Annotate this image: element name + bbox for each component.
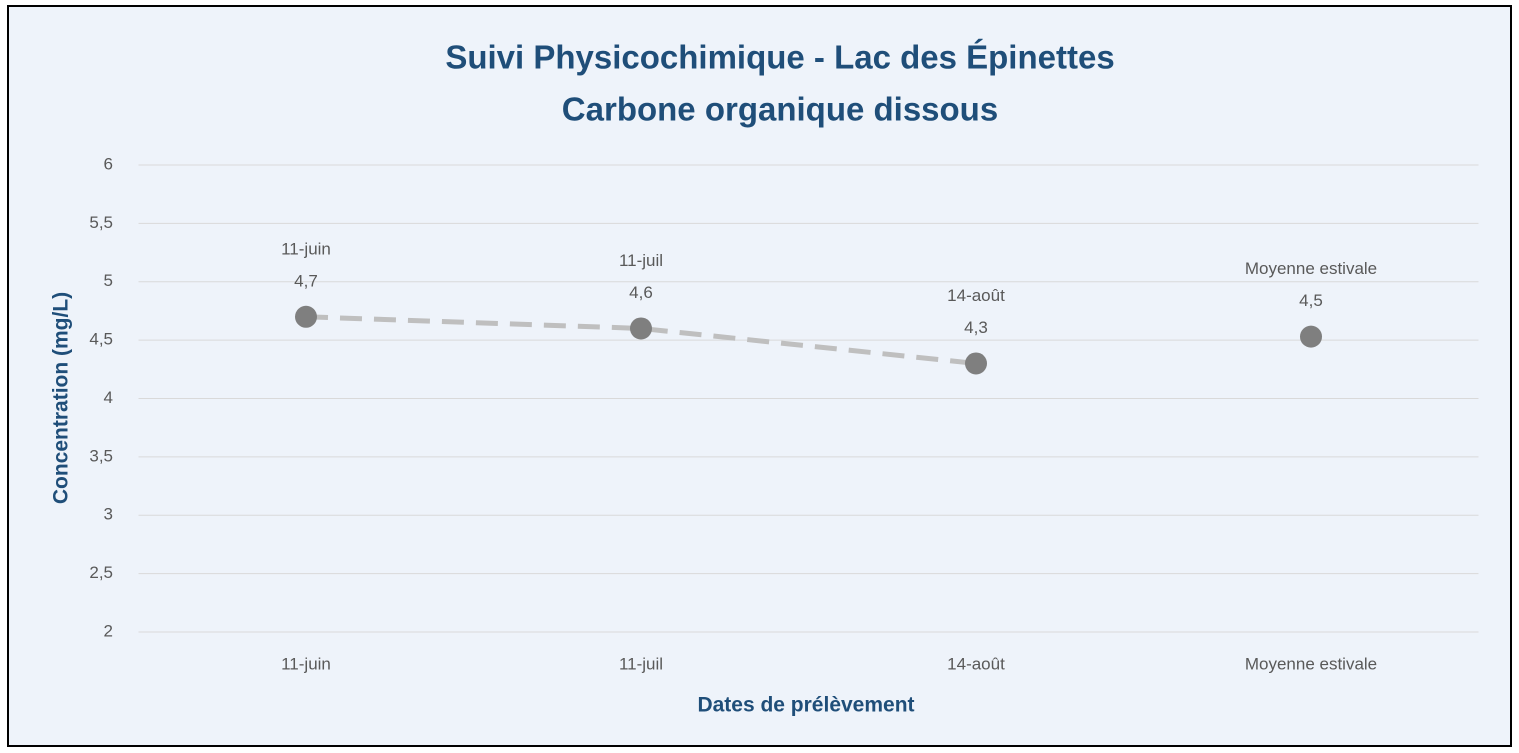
data-point bbox=[1300, 325, 1322, 348]
y-tick-label: 4 bbox=[104, 388, 113, 407]
y-tick-label: 5,5 bbox=[89, 213, 113, 232]
x-tick-label: 11-juin bbox=[281, 654, 331, 673]
y-tick-label: 5 bbox=[104, 271, 113, 290]
data-label: 4,5 bbox=[1299, 291, 1323, 310]
data-label-category: 11-juil bbox=[619, 251, 663, 270]
y-tick-label: 6 bbox=[104, 154, 113, 173]
data-label: 4,7 bbox=[294, 271, 318, 290]
y-tick-label: 3 bbox=[104, 505, 113, 524]
data-label-category: 14-août bbox=[947, 286, 1005, 305]
x-axis-title: Dates de prélèvement bbox=[697, 694, 914, 717]
chart-title: Suivi Physicochimique - Lac des Épinette… bbox=[445, 39, 1114, 76]
y-tick-label: 4,5 bbox=[89, 330, 113, 349]
data-label: 4,3 bbox=[964, 318, 988, 337]
data-point bbox=[295, 305, 317, 328]
y-tick-label: 2,5 bbox=[89, 563, 113, 582]
chart-subtitle: Carbone organique dissous bbox=[562, 91, 998, 128]
y-tick-label: 3,5 bbox=[89, 446, 113, 465]
data-point bbox=[630, 317, 652, 340]
y-tick-label: 2 bbox=[104, 621, 113, 640]
y-axis-title: Concentration (mg/L) bbox=[50, 292, 73, 504]
x-tick-label: 11-juil bbox=[619, 654, 663, 673]
data-label-category: Moyenne estivale bbox=[1245, 259, 1377, 278]
x-tick-label: 14-août bbox=[947, 654, 1005, 673]
data-label-category: 11-juin bbox=[281, 239, 331, 258]
data-label: 4,6 bbox=[629, 283, 653, 302]
series-line bbox=[305, 314, 977, 366]
data-point bbox=[965, 352, 987, 375]
chart-area bbox=[7, 5, 1512, 747]
x-tick-label: Moyenne estivale bbox=[1245, 654, 1377, 673]
